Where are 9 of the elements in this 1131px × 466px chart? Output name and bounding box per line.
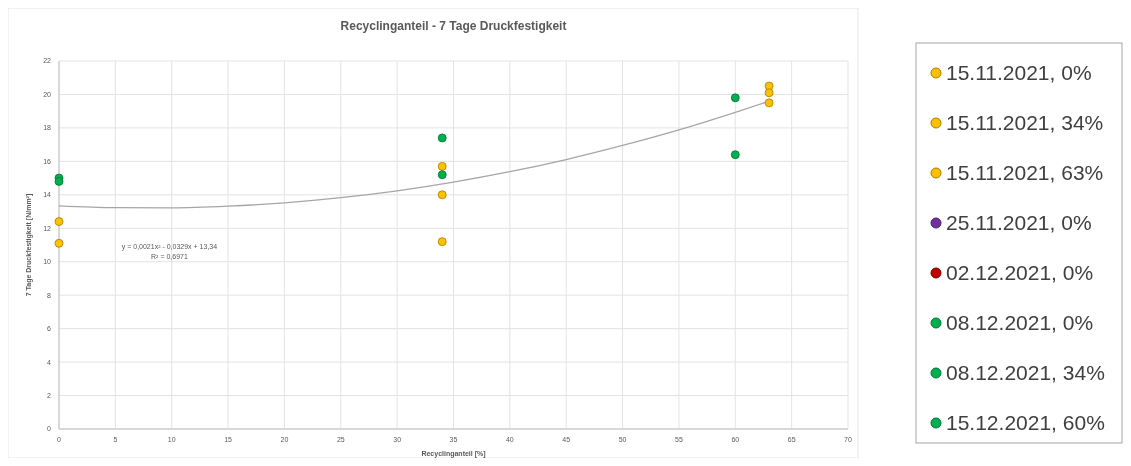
legend-label: 15.12.2021, 60% [946, 411, 1105, 435]
legend-label: 15.11.2021, 34% [946, 111, 1104, 135]
legend-label: 25.11.2021, 0% [946, 211, 1092, 235]
chart-title: Recyclinganteil - 7 Tage Druckfestigkeit [340, 19, 567, 33]
legend-label: 15.11.2021, 0% [946, 61, 1092, 85]
legend-label: 02.12.2021, 0% [946, 261, 1094, 285]
legend-label: 08.12.2021, 0% [946, 311, 1094, 335]
legend-label: 08.12.2021, 34% [946, 361, 1105, 385]
legend-label: 15.11.2021, 63% [946, 161, 1104, 185]
